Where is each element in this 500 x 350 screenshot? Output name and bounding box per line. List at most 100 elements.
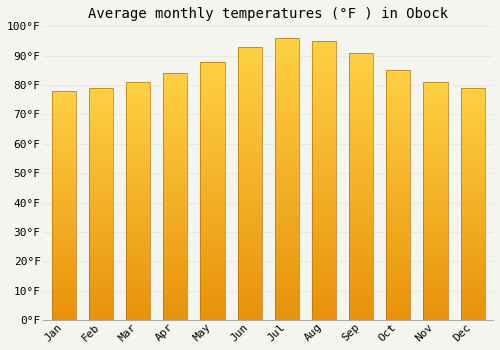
Bar [424,199,448,201]
Bar [238,301,262,304]
Bar [52,174,76,176]
Bar [52,171,76,174]
Bar [275,264,299,267]
Bar [424,220,448,223]
Bar [126,246,150,249]
Bar [126,101,150,104]
Bar [460,262,484,265]
Bar [460,172,484,174]
Bar [386,255,410,258]
Bar [275,72,299,75]
Bar [164,108,188,110]
Bar [424,108,448,111]
Bar [460,299,484,302]
Bar [52,201,76,203]
Bar [275,86,299,89]
Bar [424,184,448,187]
Bar [424,225,448,228]
Bar [275,83,299,86]
Bar [89,241,113,244]
Bar [312,63,336,66]
Bar [386,83,410,85]
Bar [126,211,150,213]
Bar [126,130,150,132]
Bar [200,227,224,230]
Bar [349,259,373,261]
Bar [89,274,113,276]
Bar [312,47,336,49]
Bar [386,165,410,168]
Bar [126,84,150,87]
Bar [386,250,410,253]
Bar [126,218,150,220]
Bar [275,244,299,247]
Bar [52,162,76,164]
Bar [200,199,224,201]
Bar [424,180,448,182]
Bar [126,220,150,223]
Bar [164,123,188,125]
Bar [238,290,262,293]
Bar [312,281,336,284]
Bar [238,74,262,77]
Bar [200,310,224,313]
Bar [164,246,188,248]
Bar [164,167,188,170]
Bar [164,162,188,165]
Bar [349,229,373,232]
Bar [349,152,373,154]
Bar [126,82,150,320]
Bar [275,128,299,131]
Bar [52,91,76,93]
Bar [238,88,262,91]
Bar [275,58,299,61]
Bar [424,113,448,116]
Bar [275,295,299,298]
Bar [460,260,484,262]
Bar [126,275,150,278]
Bar [52,219,76,222]
Bar [275,94,299,97]
Bar [312,41,336,44]
Bar [164,147,188,150]
Bar [312,49,336,52]
Bar [460,199,484,202]
Bar [349,195,373,197]
Bar [52,132,76,134]
Bar [275,303,299,306]
Bar [275,41,299,44]
Bar [52,231,76,233]
Bar [126,94,150,97]
Bar [275,309,299,312]
Bar [312,139,336,141]
Bar [52,130,76,132]
Bar [200,67,224,69]
Bar [312,273,336,275]
Bar [460,197,484,199]
Bar [349,109,373,112]
Bar [349,234,373,237]
Bar [200,256,224,258]
Bar [52,148,76,150]
Bar [200,305,224,307]
Bar [424,315,448,318]
Bar [238,214,262,216]
Bar [460,234,484,237]
Bar [238,293,262,296]
Bar [126,134,150,137]
Bar [460,162,484,164]
Bar [164,115,188,118]
Bar [200,243,224,245]
Bar [424,294,448,296]
Bar [89,286,113,288]
Bar [238,167,262,170]
Bar [386,103,410,105]
Bar [349,187,373,189]
Bar [275,219,299,222]
Bar [89,214,113,216]
Bar [424,218,448,220]
Bar [460,274,484,276]
Bar [424,151,448,154]
Bar [52,263,76,265]
Bar [126,120,150,122]
